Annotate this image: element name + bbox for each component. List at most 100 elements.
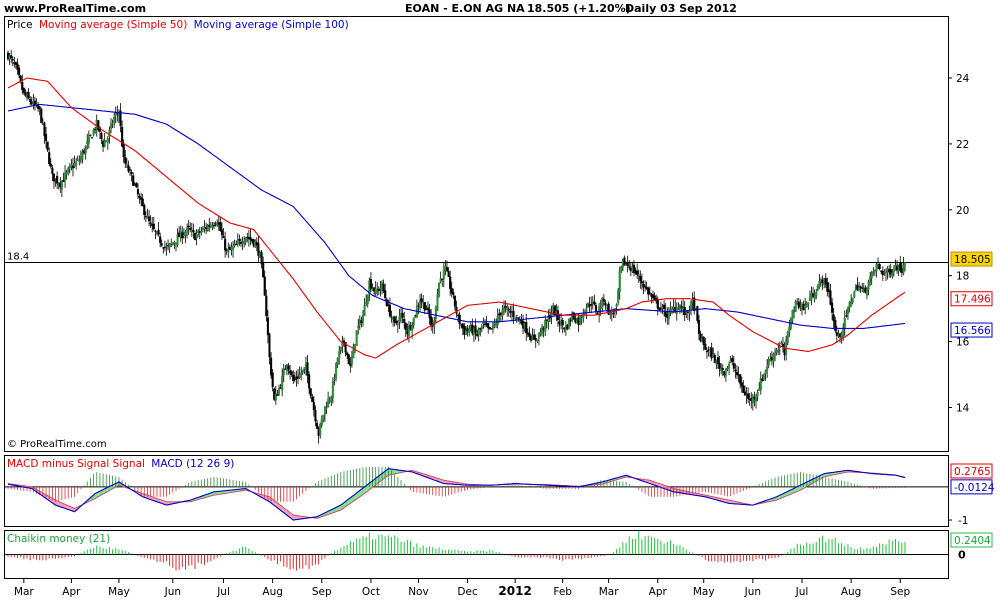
candle-body xyxy=(604,302,607,306)
candle-body xyxy=(349,363,352,366)
candle xyxy=(525,313,528,342)
candle-body xyxy=(157,229,160,235)
candle xyxy=(309,387,312,399)
macd-fill xyxy=(370,480,373,489)
macd-fill xyxy=(356,491,359,499)
candle-body xyxy=(141,198,144,206)
candle xyxy=(420,293,423,309)
macd-fill xyxy=(364,485,367,494)
candle-body xyxy=(48,152,51,165)
macd-fill xyxy=(397,469,400,474)
candle xyxy=(176,228,179,248)
candle-body xyxy=(781,344,785,347)
legend-ma100: Moving average (Simple 100) xyxy=(194,19,349,31)
macd-fill xyxy=(798,485,801,491)
candle xyxy=(127,160,130,174)
candle xyxy=(407,320,411,343)
chaikin-legend: Chaikin money (21) xyxy=(7,533,110,545)
candle-body xyxy=(721,367,724,370)
candle xyxy=(90,136,94,139)
candle-body xyxy=(374,288,377,294)
candle-body xyxy=(601,297,604,309)
macd-fill xyxy=(367,483,370,492)
candle xyxy=(75,157,78,170)
candle-body xyxy=(260,252,263,265)
candle xyxy=(220,222,223,240)
macd-fill xyxy=(803,482,806,489)
candle-body xyxy=(315,422,319,429)
candle-body xyxy=(52,173,56,182)
candle xyxy=(200,226,203,236)
macd-fill xyxy=(353,494,356,502)
macd-fill xyxy=(65,504,67,509)
candle-body xyxy=(835,332,838,336)
candle-body xyxy=(742,385,745,393)
candle xyxy=(813,289,816,303)
candle-body xyxy=(490,328,493,330)
candle-body xyxy=(51,167,54,174)
candle-body xyxy=(426,307,430,310)
price-legend: Price Moving average (Simple 50) Moving … xyxy=(7,19,349,31)
candle-body xyxy=(29,98,32,102)
candle-body xyxy=(517,317,520,319)
candle xyxy=(569,317,572,327)
candle xyxy=(653,292,656,301)
candle xyxy=(339,346,342,355)
candle-body xyxy=(442,269,445,280)
candle xyxy=(670,306,674,315)
candle xyxy=(528,326,531,340)
candle-body xyxy=(434,308,437,320)
candle-body xyxy=(878,264,881,269)
candle-body xyxy=(60,180,63,190)
candle-body xyxy=(106,137,109,143)
price-tick-label: 16 xyxy=(956,337,970,349)
candle-body xyxy=(290,371,293,375)
reference-line-label: 18.4 xyxy=(7,252,29,263)
candle xyxy=(464,325,468,335)
candle xyxy=(644,280,647,292)
candle xyxy=(111,119,114,129)
candle-body xyxy=(716,357,720,364)
candle xyxy=(227,242,230,258)
candle-body xyxy=(690,301,693,311)
candle-body xyxy=(762,373,766,380)
candle xyxy=(331,377,334,404)
candle-body xyxy=(533,334,536,340)
macd-fill xyxy=(729,500,731,504)
candle-body xyxy=(152,223,155,230)
macd-fill xyxy=(445,480,447,484)
candle-body xyxy=(369,279,372,289)
macd-value-badge: 0.2765 xyxy=(954,466,991,478)
candle xyxy=(149,215,152,228)
candle-body xyxy=(14,62,17,65)
macd-fill xyxy=(144,494,146,498)
candle xyxy=(184,230,187,244)
candle-body xyxy=(113,116,116,123)
macd-tick-label: -1 xyxy=(958,515,968,527)
candle-body xyxy=(49,163,52,167)
candle xyxy=(781,337,785,353)
candle xyxy=(300,366,303,381)
price-tick-label: 24 xyxy=(956,73,970,85)
candle-body xyxy=(843,317,846,329)
candle-body xyxy=(100,133,103,140)
candle-body xyxy=(132,175,135,186)
candle xyxy=(62,172,65,183)
candle xyxy=(848,301,851,313)
candle-body xyxy=(455,306,458,314)
candle xyxy=(311,393,314,403)
candle-body xyxy=(502,307,506,312)
candle xyxy=(263,270,266,297)
macd-fill xyxy=(355,492,357,501)
candle-body xyxy=(718,362,721,369)
candle xyxy=(64,165,67,188)
chaikin-panel-frame xyxy=(4,530,949,579)
candle xyxy=(585,303,588,319)
candle-body xyxy=(366,294,369,305)
candle xyxy=(704,337,707,351)
candle-body xyxy=(699,333,702,342)
candle-body xyxy=(211,225,214,228)
candle-body xyxy=(653,295,656,300)
candle xyxy=(333,373,336,386)
candle xyxy=(618,266,621,300)
